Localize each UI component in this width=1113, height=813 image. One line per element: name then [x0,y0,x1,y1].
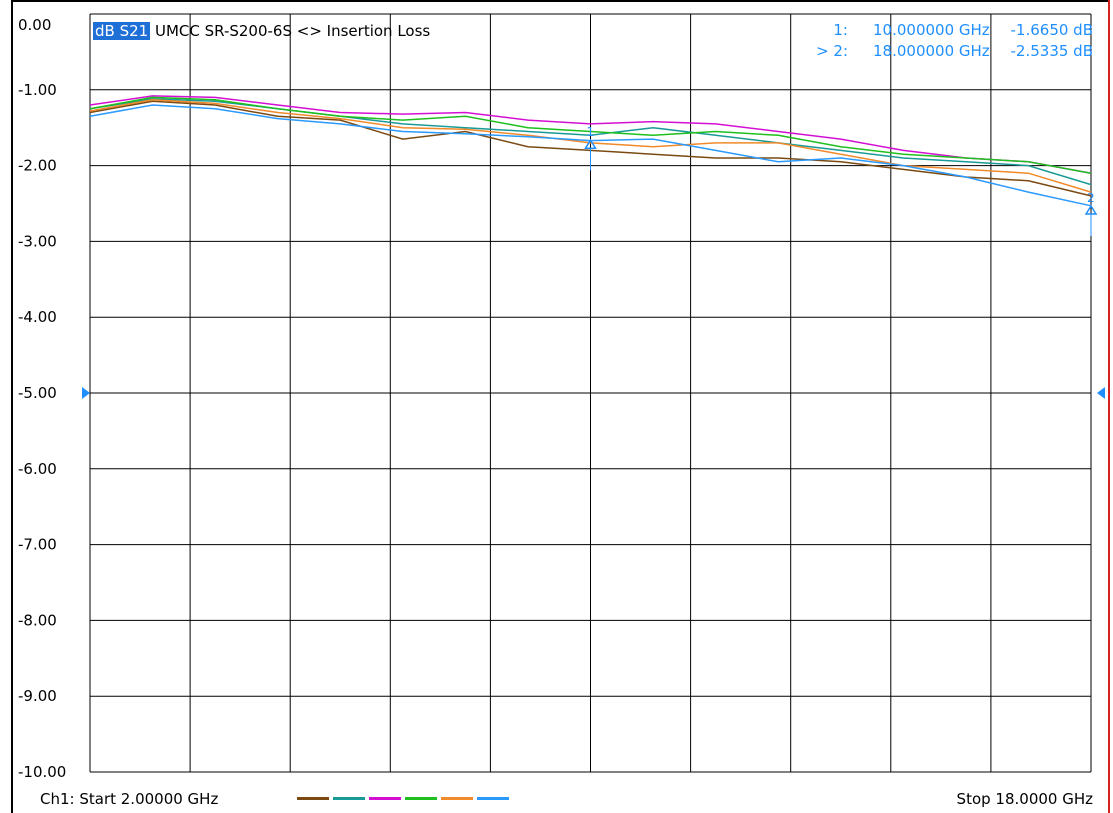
reference-level-left-arrow [82,387,90,399]
marker-id: > 2: [816,42,848,60]
y-tick-label: -1.00 [18,81,57,99]
y-tick-label: -5.00 [18,384,57,402]
frame-top-border [11,0,1110,2]
frame-right-border [1108,0,1110,813]
trace-badge[interactable]: dB S21 [93,22,151,40]
marker-frequency: 18.000000 GHz [873,42,990,60]
marker-id: 1: [833,21,848,39]
trace-line [89,98,1092,193]
y-tick-label: -4.00 [18,308,57,326]
marker-value: -1.6650 dB [1010,21,1093,39]
trace-title: dB S21 UMCC SR-S200-6S <> Insertion Loss [93,22,430,40]
trace-swatch [369,797,401,800]
start-frequency-label: Ch1: Start 2.00000 GHz [40,790,219,808]
trace-swatch [297,797,329,800]
frame-left-border [11,0,13,813]
trace-title-text: UMCC SR-S200-6S <> Insertion Loss [154,22,431,40]
trace-swatch [405,797,437,800]
y-tick-label: -6.00 [18,460,57,478]
marker-label: 1 [587,125,595,139]
trace-swatch [441,797,473,800]
trace-color-swatches [297,797,509,801]
y-tick-label: -8.00 [18,611,57,629]
y-tick-label: -7.00 [18,536,57,554]
y-tick-label: -2.00 [18,157,57,175]
trace-line [89,96,1092,174]
trace-swatch [333,797,365,800]
marker-row[interactable]: > 2: 18.000000 GHz -2.5335 dB [808,41,1093,62]
trace-swatch [477,797,509,800]
y-tick-label: 0.00 [18,16,51,34]
y-tick-label: -10.00 [18,763,66,781]
y-tick-label: -3.00 [18,232,57,250]
reference-level-right-arrow [1097,387,1105,399]
marker-frequency: 10.000000 GHz [873,21,990,39]
trace-line [89,95,1092,174]
marker-value: -2.5335 dB [1010,42,1093,60]
y-tick-label: -9.00 [18,687,57,705]
marker-row[interactable]: 1: 10.000000 GHz -1.6650 dB [808,20,1093,41]
marker-label: 2 [1087,191,1095,205]
marker-readout: 1: 10.000000 GHz -1.6650 dB > 2: 18.0000… [808,20,1093,62]
stop-frequency-label: Stop 18.0000 GHz [956,790,1093,808]
